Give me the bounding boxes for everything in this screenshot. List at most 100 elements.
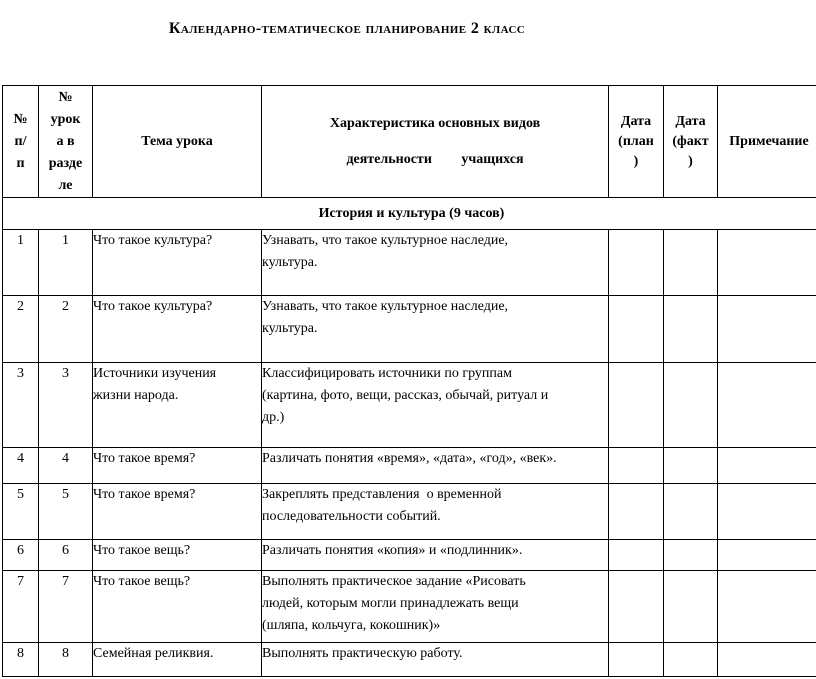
header-text: (факт [672, 133, 709, 149]
topic-line: Что такое вещь? [93, 543, 191, 558]
topic-line: Что такое культура? [93, 233, 213, 248]
header-text: (план [618, 133, 654, 149]
table-row: 5 5 Что такое время? Закреплять представ… [2, 483, 816, 540]
cell-topic: Что такое вещь? [92, 539, 262, 571]
header-text: деятельности учащихся [346, 151, 524, 167]
cell-topic: Что такое время? [92, 447, 262, 484]
cell-lesson: 7 [38, 570, 93, 643]
topic-line: Источники изучения [93, 366, 217, 381]
cell-date-fact [663, 362, 718, 448]
topic-line: Что такое вещь? [93, 574, 191, 589]
cell-date-fact [663, 229, 718, 296]
cell-topic: Что такое культура? [92, 295, 262, 363]
cell-num: 4 [2, 447, 39, 484]
activity-line: Выполнять практическое задание «Рисовать [262, 574, 526, 589]
cell-topic: Что такое время? [92, 483, 262, 540]
cell-lesson: 5 [38, 483, 93, 540]
table-row: 7 7 Что такое вещь? Выполнять практическ… [2, 570, 816, 643]
activity-line: последовательности событий. [262, 509, 441, 524]
cell-lesson: 2 [38, 295, 93, 363]
activity-line: людей, которым могли принадлежать вещи [262, 596, 519, 611]
cell-date-plan [608, 642, 664, 677]
cell-activity: Узнавать, что такое культурное наследие,… [261, 295, 609, 363]
header-text: п/ [14, 133, 27, 149]
cell-date-fact [663, 483, 718, 540]
activity-line: Закреплять представления о временной [262, 487, 502, 502]
header-col-num: № п/ п [2, 85, 39, 198]
cell-date-fact [663, 642, 718, 677]
header-text: Примечание [729, 133, 809, 149]
header-text: Дата [620, 113, 652, 129]
section-title: История и культура (9 часов) [2, 197, 816, 230]
table-row: 8 8 Семейная реликвия. Выполнять практич… [2, 642, 816, 677]
cell-note [717, 570, 816, 643]
cell-activity: Закреплять представления о временной пос… [261, 483, 609, 540]
table-row: 6 6 Что такое вещь? Различать понятия «к… [2, 539, 816, 571]
planning-table: № п/ п № урок а в разде ле Тема урока Ха… [2, 85, 816, 677]
cell-date-fact [663, 447, 718, 484]
topic-line: Что такое время? [93, 487, 196, 502]
activity-line: культура. [262, 321, 318, 336]
cell-note [717, 229, 816, 296]
cell-topic: Что такое культура? [92, 229, 262, 296]
header-text: ле [58, 177, 73, 193]
topic-line: Что такое культура? [93, 299, 213, 314]
cell-activity: Различать понятия «копия» и «подлинник». [261, 539, 609, 571]
cell-topic: Что такое вещь? [92, 570, 262, 643]
header-col-note: Примечание [717, 85, 816, 198]
header-text: п [16, 155, 25, 171]
activity-line: Узнавать, что такое культурное наследие, [262, 299, 509, 314]
cell-lesson: 6 [38, 539, 93, 571]
planning-table-wrapper: № п/ п № урок а в разде ле Тема урока Ха… [2, 85, 816, 679]
cell-num: 1 [2, 229, 39, 296]
topic-line: Что такое время? [93, 451, 196, 466]
table-header-row: № п/ п № урок а в разде ле Тема урока Ха… [2, 85, 816, 198]
cell-activity: Различать понятия «время», «дата», «год»… [261, 447, 609, 484]
header-text: а в [56, 133, 75, 149]
cell-note [717, 295, 816, 363]
header-text: урок [50, 111, 81, 127]
cell-activity: Выполнять практическую работу. [261, 642, 609, 677]
cell-num: 3 [2, 362, 39, 448]
header-col-date-fact: Дата (факт ) [663, 85, 718, 198]
cell-topic: Семейная реликвия. [92, 642, 262, 677]
activity-line: (картина, фото, вещи, рассказ, обычай, р… [262, 388, 549, 403]
cell-activity: Выполнять практическое задание «Рисовать… [261, 570, 609, 643]
header-col-activity: Характеристика основных видов деятельнос… [261, 85, 609, 198]
cell-num: 8 [2, 642, 39, 677]
cell-num: 7 [2, 570, 39, 643]
topic-line: Семейная реликвия. [93, 646, 214, 661]
header-text: Характеристика основных видов [329, 115, 541, 131]
activity-line: культура. [262, 255, 318, 270]
header-col-lesson: № урок а в разде ле [38, 85, 93, 198]
cell-activity: Классифицировать источники по группам (к… [261, 362, 609, 448]
cell-date-plan [608, 447, 664, 484]
cell-num: 6 [2, 539, 39, 571]
cell-note [717, 447, 816, 484]
cell-note [717, 642, 816, 677]
table-row: 4 4 Что такое время? Различать понятия «… [2, 447, 816, 484]
header-text: ) [688, 153, 693, 169]
header-text: № [58, 89, 73, 105]
activity-line: (шляпа, кольчуга, кокошник)» [262, 618, 441, 633]
cell-note [717, 362, 816, 448]
cell-date-plan [608, 229, 664, 296]
cell-date-plan [608, 295, 664, 363]
table-row: 2 2 Что такое культура? Узнавать, что та… [2, 295, 816, 363]
activity-line: Узнавать, что такое культурное наследие, [262, 233, 509, 248]
cell-lesson: 3 [38, 362, 93, 448]
table-row: 1 1 Что такое культура? Узнавать, что та… [2, 229, 816, 296]
cell-date-plan [608, 570, 664, 643]
cell-date-fact [663, 539, 718, 571]
topic-line: жизни народа. [93, 388, 179, 403]
document-title: Календарно-тематическое планирование 2 к… [168, 20, 526, 37]
header-text: Тема урока [141, 133, 213, 149]
table-row: 3 3 Источники изучения жизни народа. Кла… [2, 362, 816, 448]
cell-lesson: 1 [38, 229, 93, 296]
header-text: Дата [675, 113, 706, 129]
header-text: № [13, 111, 28, 127]
cell-note [717, 539, 816, 571]
cell-num: 5 [2, 483, 39, 540]
cell-date-plan [608, 539, 664, 571]
activity-line: Выполнять практическую работу. [262, 646, 463, 661]
